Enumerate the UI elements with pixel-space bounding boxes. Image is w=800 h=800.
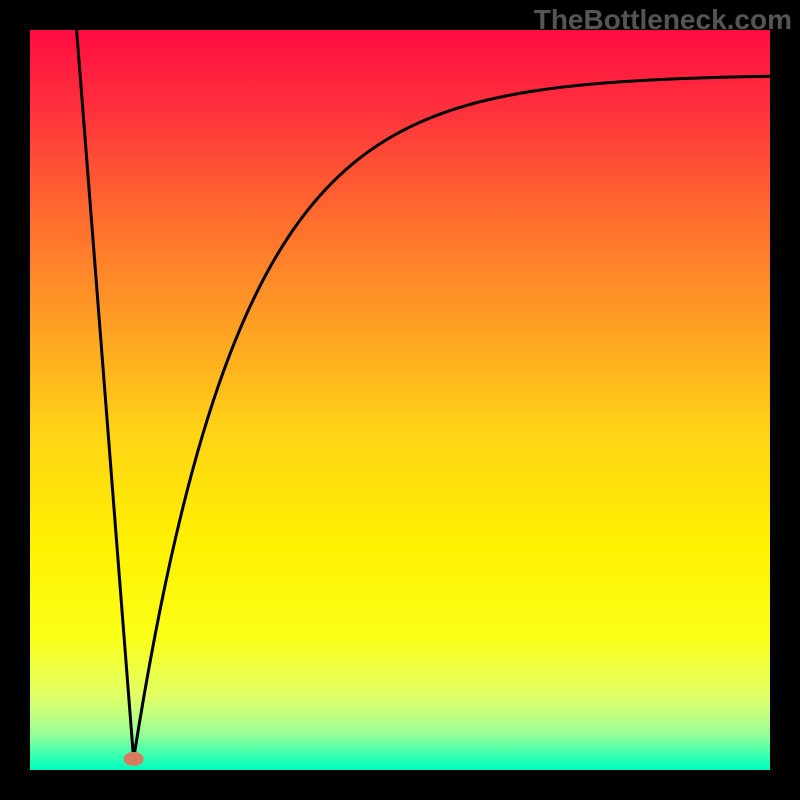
bottleneck-curve <box>77 30 770 759</box>
curve-layer <box>30 30 770 770</box>
chart-container: TheBottleneck.com <box>0 0 800 800</box>
plot-area <box>30 30 770 770</box>
minimum-marker <box>124 752 144 766</box>
watermark-text: TheBottleneck.com <box>534 4 792 36</box>
